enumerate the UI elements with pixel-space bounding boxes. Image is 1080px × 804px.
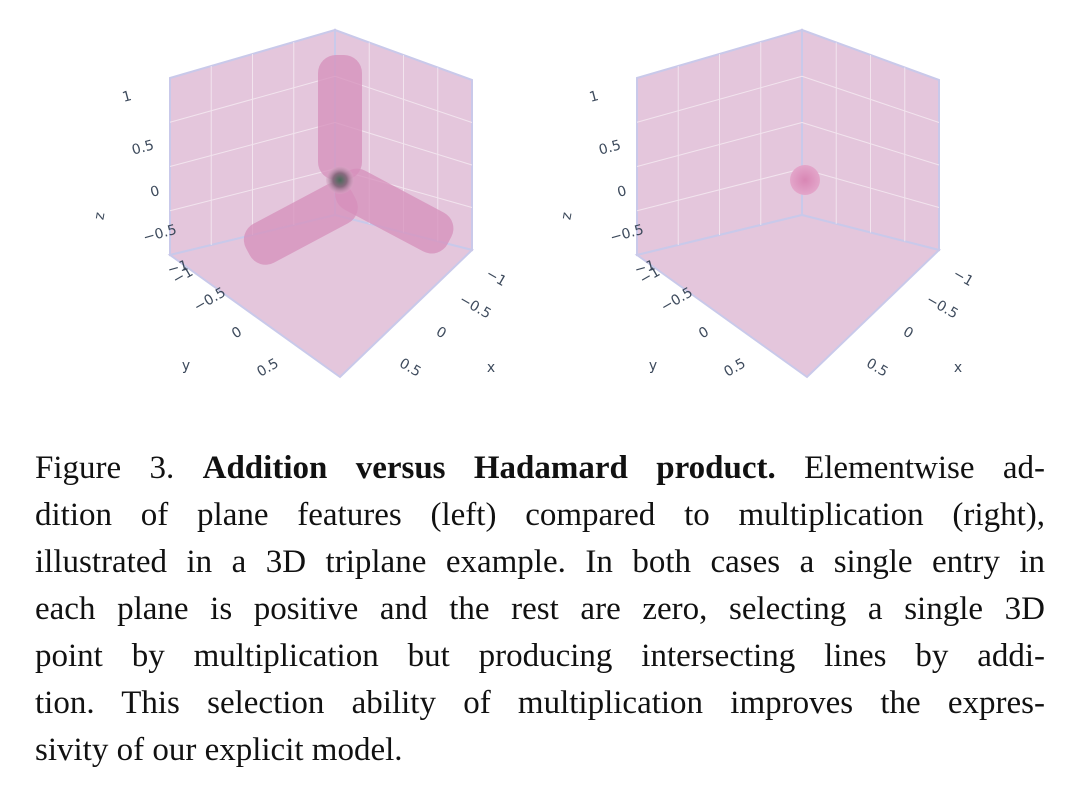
z-tick-label: −1: [166, 258, 190, 279]
x-axis-label: x: [487, 360, 495, 376]
z-tick-label: 0: [616, 183, 629, 201]
x-axis-label: x: [954, 360, 962, 376]
x-tick-label: −0.5: [923, 292, 960, 323]
cylinder: [243, 182, 358, 265]
center-point: [326, 166, 354, 194]
z-tick-label: 0: [149, 183, 162, 201]
caption-text: sivity of our explicit model.: [35, 732, 403, 768]
z-tick-label: 1: [121, 88, 134, 106]
caption-line: Figure 3. Addition versus Hadamard produ…: [35, 445, 1045, 492]
y-tick-label: 0.5: [721, 356, 748, 381]
caption-line: tion. This selection ability of multipli…: [35, 680, 1045, 727]
x-tick-label: 0: [433, 324, 449, 342]
caption-text: point by multiplication but producing in…: [35, 638, 1045, 674]
caption-line: dition of plane features (left) compared…: [35, 492, 1045, 539]
floor: [634, 213, 941, 379]
panel: 10.50−0.5−1z−1−0.500.5y−1−0.500.5 x: [91, 28, 509, 381]
y-tick-label: −0.5: [658, 285, 695, 316]
caption-line: illustrated in a 3D triplane example. In…: [35, 539, 1045, 586]
caption: Figure 3. Addition versus Hadamard produ…: [35, 445, 1045, 774]
caption-label: Figure 3.: [35, 450, 175, 486]
caption-text: tion. This selection ability of multipli…: [35, 685, 1045, 721]
figure: 10.50−0.5−1z−1−0.500.5y−1−0.500.5 x10.50−…: [91, 28, 976, 381]
x-tick-label: 0.5: [396, 356, 423, 381]
grid-line: [801, 122, 940, 166]
caption-line: sivity of our explicit model.: [35, 727, 1045, 774]
y-axis-label: y: [649, 358, 657, 374]
grid-line: [636, 168, 803, 212]
caption-text: dition of plane features (left) compared…: [35, 497, 1045, 533]
cylinder: [318, 55, 362, 180]
grid-line: [801, 168, 940, 208]
x-tick-label: 0: [900, 324, 916, 342]
x-tick-label: −1: [950, 266, 976, 290]
y-axis-label: y: [182, 358, 190, 374]
z-tick-label: 0.5: [130, 137, 156, 158]
cylinder: [335, 168, 454, 254]
y-tick-label: 0: [229, 324, 245, 342]
x-tick-label: −1: [483, 266, 509, 290]
y-tick-label: −0.5: [191, 285, 228, 316]
caption-line: each plane is positive and the rest are …: [35, 586, 1045, 633]
x-tick-label: −0.5: [456, 292, 493, 323]
y-tick-label: 0: [696, 324, 712, 342]
grid-line: [169, 168, 336, 212]
z-tick-label: 0.5: [597, 137, 623, 158]
point: [790, 165, 820, 195]
caption-text: Elementwise ad-: [804, 450, 1046, 486]
caption-line: point by multiplication but producing in…: [35, 633, 1045, 680]
x-tick-label: 0.5: [863, 356, 890, 381]
caption-text: each plane is positive and the rest are …: [35, 591, 1045, 627]
caption-text: illustrated in a 3D triplane example. In…: [35, 544, 1045, 580]
z-tick-label: 1: [588, 88, 601, 106]
panel: 10.50−0.5−1z−1−0.500.5y−1−0.500.5 x: [558, 28, 976, 381]
caption-title: Addition versus Hadamard product.: [202, 450, 776, 486]
z-axis-label: z: [91, 211, 108, 221]
z-tick-label: −1: [633, 258, 657, 279]
z-axis-label: z: [558, 211, 575, 221]
y-tick-label: 0.5: [254, 356, 281, 381]
